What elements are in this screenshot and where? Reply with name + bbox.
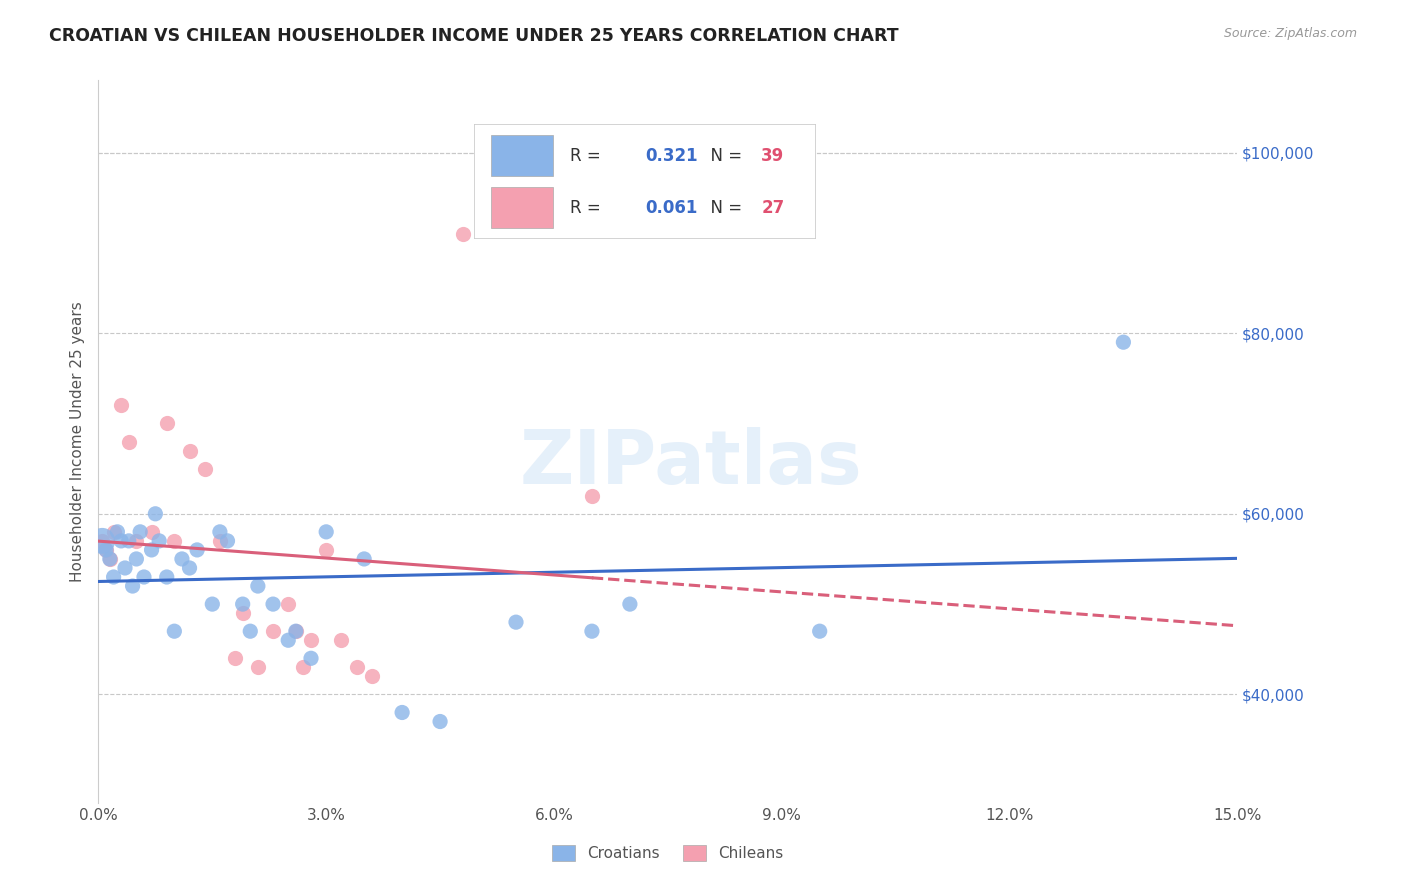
Text: Source: ZipAtlas.com: Source: ZipAtlas.com [1223, 27, 1357, 40]
Point [91, 533, 114, 548]
Point [277, 633, 299, 648]
Point [246, 660, 269, 674]
Point [346, 660, 368, 674]
Y-axis label: Householder Income Under 25 years: Householder Income Under 25 years [69, 301, 84, 582]
Point [141, 542, 163, 557]
Point [217, 533, 239, 548]
Point [94, 542, 117, 557]
Point [429, 714, 451, 729]
Point [132, 570, 155, 584]
Point [619, 597, 641, 611]
Point [163, 533, 186, 548]
Point [194, 461, 217, 475]
Text: ZIPatlas: ZIPatlas [519, 426, 862, 500]
Point [315, 542, 337, 557]
Point [391, 706, 413, 720]
Point [581, 624, 603, 639]
Point [808, 624, 831, 639]
Point [451, 227, 474, 241]
Point [148, 533, 170, 548]
Point [129, 524, 152, 539]
Point [110, 398, 132, 412]
Point [103, 524, 125, 539]
Point [208, 533, 231, 548]
Text: CROATIAN VS CHILEAN HOUSEHOLDER INCOME UNDER 25 YEARS CORRELATION CHART: CROATIAN VS CHILEAN HOUSEHOLDER INCOME U… [49, 27, 898, 45]
Point [103, 570, 125, 584]
Point [156, 570, 179, 584]
Point [179, 561, 201, 575]
Point [145, 507, 167, 521]
Point [179, 443, 201, 458]
Point [201, 597, 224, 611]
Point [107, 524, 129, 539]
Point [505, 615, 527, 630]
Point [114, 561, 136, 575]
Point [330, 633, 353, 648]
Point [98, 552, 121, 566]
Point [246, 579, 269, 593]
Point [581, 489, 603, 503]
Point [118, 434, 141, 449]
Point [232, 597, 254, 611]
Point [262, 624, 284, 639]
Point [353, 552, 375, 566]
Point [262, 597, 284, 611]
Point [1112, 335, 1135, 350]
Point [315, 524, 337, 539]
Point [163, 624, 186, 639]
Point [224, 651, 246, 665]
Point [299, 633, 322, 648]
Point [141, 524, 163, 539]
Point [239, 624, 262, 639]
Point [284, 624, 307, 639]
Legend: Croatians, Chileans: Croatians, Chileans [546, 839, 790, 867]
Point [156, 417, 179, 431]
Point [277, 597, 299, 611]
Point [125, 533, 148, 548]
Point [94, 542, 117, 557]
Point [98, 552, 121, 566]
Point [118, 533, 141, 548]
Point [91, 533, 114, 548]
Point [186, 542, 208, 557]
Point [299, 651, 322, 665]
Point [170, 552, 193, 566]
Point [125, 552, 148, 566]
Point [208, 524, 231, 539]
Point [121, 579, 143, 593]
Point [292, 660, 315, 674]
Point [284, 624, 307, 639]
Point [232, 606, 254, 620]
Point [360, 669, 382, 683]
Point [110, 533, 132, 548]
